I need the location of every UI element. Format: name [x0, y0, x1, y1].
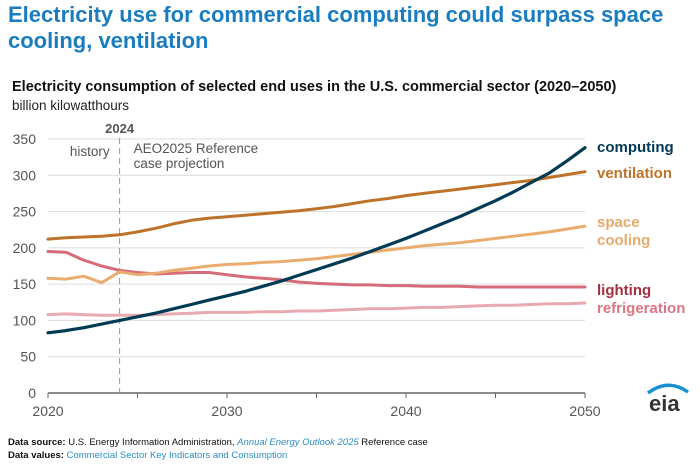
- series-label-refrigeration: refrigeration: [597, 300, 685, 317]
- data-values-link[interactable]: Commercial Sector Key Indicators and Con…: [66, 450, 288, 461]
- series-line-refrigeration: [46, 301, 587, 317]
- series-line-lighting: [46, 250, 587, 289]
- series-label-lighting: lighting: [597, 282, 651, 299]
- series-label-ventilation: ventilation: [597, 165, 672, 182]
- y-tick-label: 250: [13, 204, 37, 220]
- headline: Electricity use for commercial computing…: [8, 2, 664, 53]
- x-tick-label: 2050: [569, 403, 600, 419]
- projection-label: AEO2025 Reference: [134, 141, 259, 156]
- eia-logo: eia: [646, 383, 690, 416]
- series-line-ventilation: [46, 170, 587, 241]
- chart-title: Electricity consumption of selected end …: [12, 79, 617, 95]
- x-tick-label: 2030: [211, 403, 242, 419]
- y-tick-label: 350: [13, 131, 37, 147]
- data-source: Data source: U.S. Energy Information Adm…: [8, 437, 428, 448]
- y-axis-units: billion kilowatthours: [12, 98, 130, 113]
- data-values: Data values: Commercial Sector Key Indic…: [8, 450, 288, 461]
- y-tick-label: 0: [28, 385, 36, 401]
- aeo-link[interactable]: Annual Energy Outlook 2025: [237, 437, 359, 448]
- y-tick-label: 150: [13, 276, 37, 292]
- series-line-computing: [46, 146, 587, 335]
- history-label: history: [70, 144, 110, 159]
- y-tick-label: 200: [13, 240, 37, 256]
- logo-arc: [646, 383, 690, 395]
- y-tick-label: 300: [13, 167, 37, 183]
- series-label-space-cooling: cooling: [597, 232, 650, 249]
- y-tick-label: 100: [13, 312, 37, 328]
- series-line-space-cooling: [46, 224, 587, 285]
- x-tick-label: 2020: [32, 403, 63, 419]
- divider-year-label: 2024: [105, 121, 135, 136]
- x-tick-label: 2040: [390, 403, 421, 419]
- series-label-computing: computing: [597, 139, 674, 156]
- projection-label: case projection: [134, 156, 225, 171]
- y-tick-label: 50: [20, 349, 36, 365]
- logo-text: eia: [649, 391, 680, 416]
- series-label-space-cooling: space: [597, 214, 640, 231]
